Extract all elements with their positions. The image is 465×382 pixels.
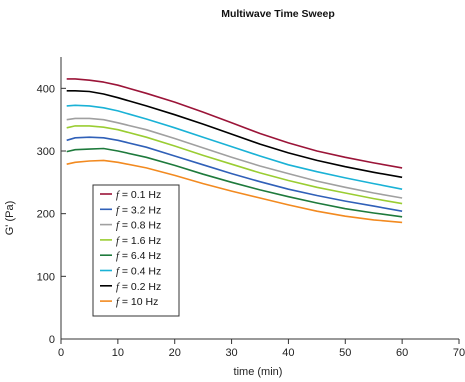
x-tick-label: 30 — [225, 347, 237, 359]
y-tick-label: 0 — [49, 334, 55, 346]
series-line-0-4-hz — [66, 104, 403, 190]
y-tick-label: 100 — [37, 271, 55, 283]
chart-title: Multiwave Time Sweep — [221, 8, 335, 20]
legend-label: f = 1.6 Hz — [116, 235, 161, 247]
legend: f = 0.1 Hz f = 3.2 Hz f = 0.8 Hz f = 1.6 Hz… — [92, 184, 180, 317]
x-axis-label: time (min) — [234, 366, 283, 378]
x-tick-label: 40 — [282, 347, 294, 359]
series-line-10-hz — [66, 159, 403, 224]
series-lines — [66, 78, 403, 224]
y-tick-label: 300 — [37, 146, 55, 158]
x-tick-label: 20 — [169, 347, 181, 359]
y-ticks: 0 100 200 300 400 — [37, 83, 66, 346]
x-tick-label: 70 — [453, 347, 465, 359]
x-tick-label: 0 — [58, 347, 64, 359]
x-tick-label: 50 — [339, 347, 351, 359]
y-tick-label: 400 — [37, 83, 55, 95]
x-tick-label: 10 — [112, 347, 124, 359]
y-tick-label: 200 — [37, 209, 55, 221]
y-axis-label: G' (Pa) — [4, 201, 16, 236]
legend-label: f = 6.4 Hz — [116, 250, 161, 262]
legend-label: f = 0.1 Hz — [116, 189, 161, 201]
axes — [60, 57, 459, 340]
x-ticks: 0 10 20 30 40 50 60 70 — [58, 339, 465, 359]
legend-label: f = 0.4 Hz — [116, 266, 161, 278]
series-line-6-4-hz — [66, 147, 403, 218]
legend-items: f = 0.1 Hz f = 3.2 Hz f = 0.8 Hz f = 1.6 Hz… — [100, 189, 161, 308]
legend-label: f = 10 Hz — [116, 296, 158, 308]
series-line-3-2-hz — [66, 136, 403, 212]
series-line-0-8-hz — [66, 117, 403, 199]
series-line-0-2-hz — [66, 90, 403, 179]
x-tick-label: 60 — [396, 347, 408, 359]
legend-label: f = 3.2 Hz — [116, 204, 161, 216]
series-line-0-1-hz — [66, 78, 403, 169]
legend-box — [92, 184, 180, 317]
series-line-1-6-hz — [66, 125, 403, 205]
legend-label: f = 0.2 Hz — [116, 281, 161, 293]
legend-label: f = 0.8 Hz — [116, 220, 161, 232]
